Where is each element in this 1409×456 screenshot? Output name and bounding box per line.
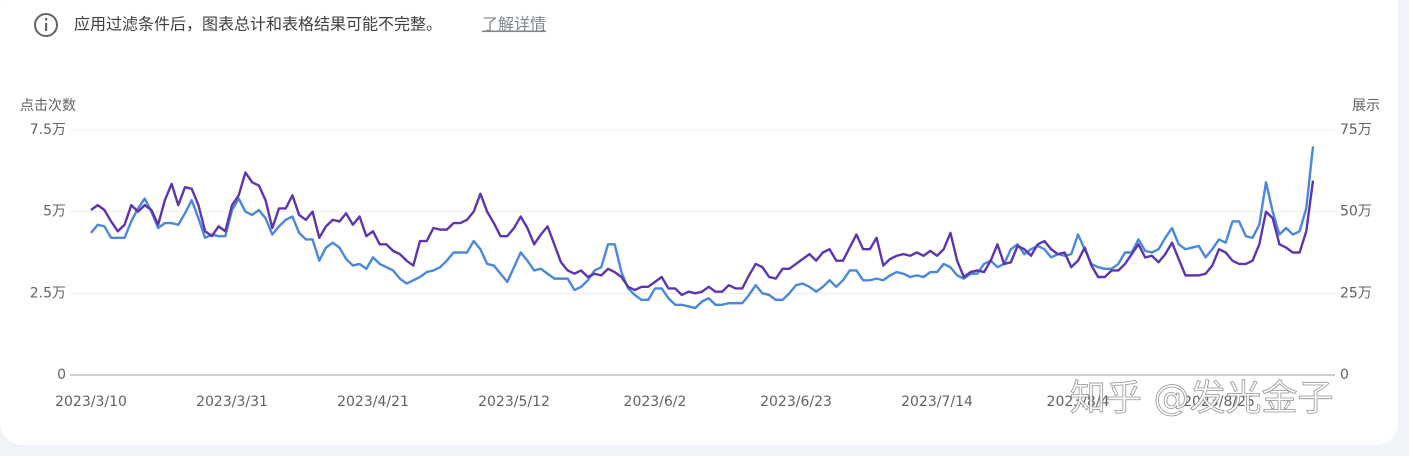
x-tick-label: 2023/4/21	[337, 394, 409, 410]
x-tick-label: 2023/6/2	[624, 394, 687, 410]
x-tick-label: 2023/7/14	[901, 394, 973, 410]
y-axis-title: 点击次数	[20, 98, 76, 114]
y-tick-label: 0	[57, 367, 66, 383]
y2-tick-label: 0	[1340, 367, 1349, 383]
y2-tick-label: 75万	[1340, 122, 1372, 138]
card	[0, 0, 1398, 445]
x-tick-label: 2023/3/31	[196, 394, 268, 410]
series-line	[90, 171, 1315, 297]
series-line	[90, 146, 1315, 310]
learn-more-link[interactable]: 了解详情	[482, 15, 546, 34]
info-icon	[34, 13, 58, 37]
y-tick-label: 7.5万	[30, 122, 66, 138]
x-tick-label: 2023/8/4	[1047, 394, 1110, 410]
x-tick-label: 2023/6/23	[760, 394, 832, 410]
x-tick-label: 2023/5/12	[478, 394, 550, 410]
y2-tick-label: 25万	[1340, 285, 1372, 301]
watermark: 知乎 @发光金子	[1070, 378, 1333, 419]
y-tick-label: 2.5万	[30, 285, 66, 301]
y2-tick-label: 50万	[1340, 204, 1372, 220]
y2-axis-title: 展示	[1352, 98, 1380, 114]
x-tick-label: 2023/3/10	[55, 394, 127, 410]
y-tick-label: 5万	[43, 204, 66, 220]
notice-text: 应用过滤条件后，图表总计和表格结果可能不完整。	[74, 15, 442, 34]
x-tick-label: 2023/8/25	[1183, 394, 1255, 410]
